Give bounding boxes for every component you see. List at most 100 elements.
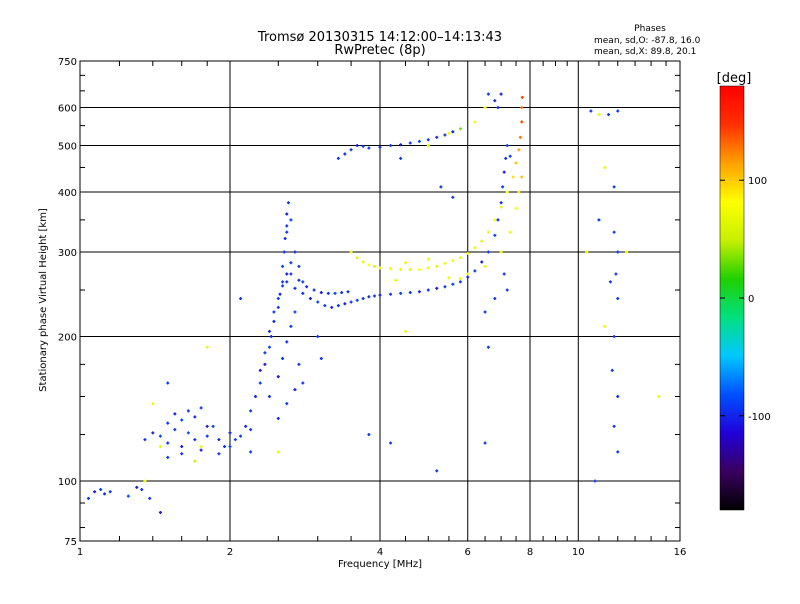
data-point xyxy=(244,424,248,428)
y-tick-label: 600 xyxy=(58,104,77,115)
data-point xyxy=(483,106,487,110)
data-point xyxy=(297,278,301,282)
data-point xyxy=(228,445,232,449)
data-point xyxy=(447,131,451,135)
data-point xyxy=(283,237,287,241)
data-point xyxy=(447,276,451,280)
data-point xyxy=(399,156,403,160)
data-point xyxy=(458,280,462,284)
data-point xyxy=(435,469,439,473)
data-point xyxy=(616,250,620,254)
data-point xyxy=(272,310,276,314)
data-point xyxy=(286,201,290,205)
data-point xyxy=(435,264,439,268)
data-point xyxy=(349,148,353,152)
data-point xyxy=(505,144,509,148)
data-point xyxy=(333,291,337,295)
data-point xyxy=(486,230,490,234)
x-tick-label: 10 xyxy=(572,547,585,558)
y-tick-label: 300 xyxy=(58,248,77,259)
data-point xyxy=(625,250,629,254)
data-point xyxy=(93,490,97,494)
colorbar: [deg] 100 0 -100 xyxy=(717,71,771,511)
data-point xyxy=(373,294,377,298)
data-point xyxy=(597,218,601,222)
data-point xyxy=(514,161,518,165)
x-tick-label: 2 xyxy=(227,547,233,558)
data-point xyxy=(289,324,293,328)
data-point xyxy=(480,260,484,264)
data-point xyxy=(282,250,286,254)
data-point xyxy=(99,488,103,492)
data-point xyxy=(319,291,323,295)
data-points xyxy=(86,92,661,514)
data-point xyxy=(585,250,589,254)
data-point xyxy=(312,288,316,292)
data-point xyxy=(267,395,271,399)
data-point xyxy=(355,298,359,302)
series-f2-x-trace xyxy=(349,95,524,282)
data-point xyxy=(451,130,455,134)
data-point xyxy=(499,205,503,209)
data-point xyxy=(616,297,620,301)
data-point xyxy=(439,185,443,189)
data-point xyxy=(603,324,607,328)
y-tick-label: 400 xyxy=(58,188,77,199)
data-point xyxy=(326,291,330,295)
data-point xyxy=(612,185,616,189)
data-point xyxy=(493,99,497,103)
data-point xyxy=(361,297,365,301)
data-point xyxy=(308,297,312,301)
data-point xyxy=(511,175,515,179)
data-point xyxy=(473,269,477,273)
data-point xyxy=(293,310,297,314)
chart-subtitle: RwPretec (8p) xyxy=(334,43,425,58)
y-axis-label: Stationary phase Virtual Height [km] xyxy=(38,208,49,392)
data-point xyxy=(657,395,661,399)
data-point xyxy=(508,154,512,158)
colorbar-tick-label: -100 xyxy=(748,412,771,423)
data-point xyxy=(267,345,271,349)
data-point xyxy=(473,120,477,124)
data-point xyxy=(285,402,289,406)
data-point xyxy=(269,335,273,339)
data-point xyxy=(199,448,203,452)
data-point xyxy=(166,455,170,459)
plot-area: 1 2 4 6 8 10 16 75 100 200 300 400 500 600 750 xyxy=(58,57,686,558)
data-point xyxy=(361,260,365,264)
x-tick-label: 6 xyxy=(465,547,471,558)
data-point xyxy=(612,424,616,428)
data-point xyxy=(239,297,243,301)
data-point xyxy=(493,233,497,237)
data-point xyxy=(612,230,616,234)
data-point xyxy=(616,450,620,454)
data-point xyxy=(158,434,162,438)
data-point xyxy=(508,230,512,234)
data-point xyxy=(378,266,382,270)
data-point xyxy=(258,381,262,385)
data-point xyxy=(193,438,197,442)
data-point xyxy=(486,92,490,96)
data-point xyxy=(496,218,500,222)
data-point xyxy=(361,144,365,148)
data-point xyxy=(158,510,162,514)
data-point xyxy=(417,290,421,294)
colorbar-tick-label: 100 xyxy=(748,176,767,187)
data-point xyxy=(285,280,289,284)
data-point xyxy=(466,275,470,279)
data-point xyxy=(486,250,490,254)
data-point xyxy=(608,280,612,284)
data-point xyxy=(501,185,505,189)
data-point xyxy=(483,310,487,314)
data-point xyxy=(285,212,289,216)
data-point xyxy=(435,286,439,290)
phases-stat-x: mean, sd,X: 89.8, 20.1 xyxy=(594,47,696,57)
data-point xyxy=(293,388,297,392)
data-point xyxy=(86,496,90,500)
series-f1-lower-trace xyxy=(143,345,253,463)
data-point xyxy=(435,135,439,139)
y-tick-label: 200 xyxy=(58,333,77,344)
data-point xyxy=(493,297,497,301)
data-point xyxy=(610,368,614,372)
